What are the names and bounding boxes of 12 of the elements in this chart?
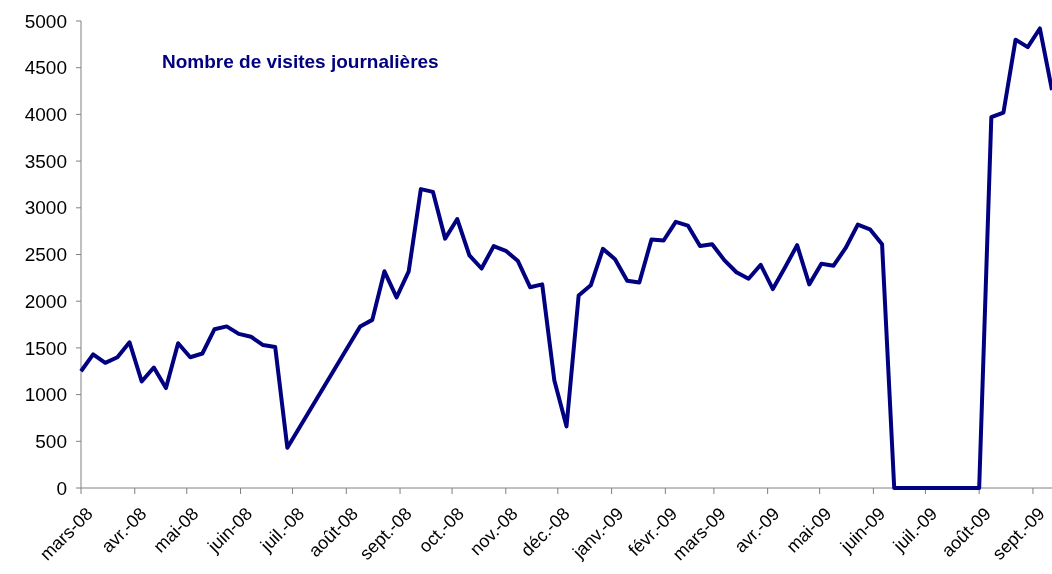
y-tick-label: 4500: [24, 57, 67, 79]
text: Nombre de visites journalières: [162, 51, 439, 72]
y-tick-label: 1500: [24, 337, 67, 359]
y-tick-label: 5000: [24, 10, 67, 32]
y-tick-label: 500: [35, 430, 67, 452]
y-tick-label: 4000: [24, 104, 67, 126]
y-tick-label: 2000: [24, 290, 67, 312]
y-tick-label: 2500: [24, 244, 67, 266]
y-tick-label: 3000: [24, 197, 67, 219]
y-tick-label: 1000: [24, 384, 67, 406]
y-tick-label: 3500: [24, 150, 67, 172]
y-tick-label: 0: [56, 477, 67, 499]
